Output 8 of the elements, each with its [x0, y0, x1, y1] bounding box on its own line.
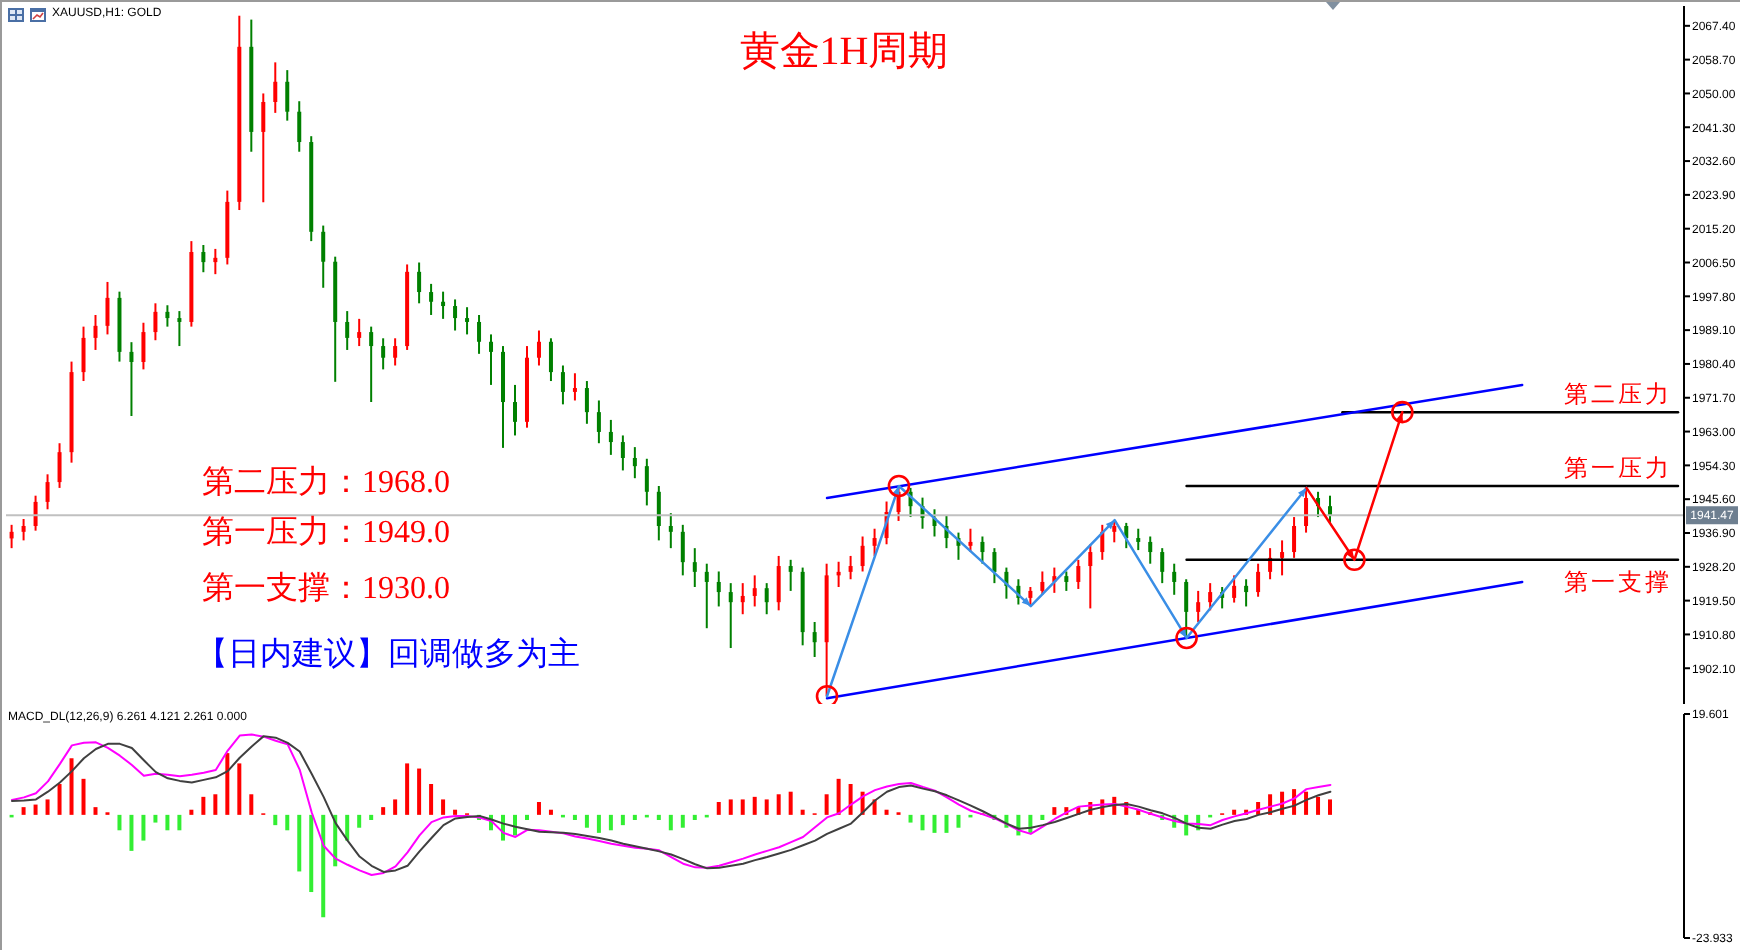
legend-label: 第二压力: [1564, 380, 1673, 409]
annotation: 第二压力：1968.0: [202, 466, 450, 500]
text: 黄金1H周期: [739, 30, 949, 74]
legend-label: 第一压力: [1564, 453, 1673, 482]
annotation: 第一支撑：1930.0: [202, 572, 450, 606]
annotation: 第一压力：1949.0: [202, 516, 450, 550]
legend-label: 第一支撑: [1564, 567, 1673, 596]
annotation: 【日内建议】回调做多为主: [196, 638, 580, 672]
